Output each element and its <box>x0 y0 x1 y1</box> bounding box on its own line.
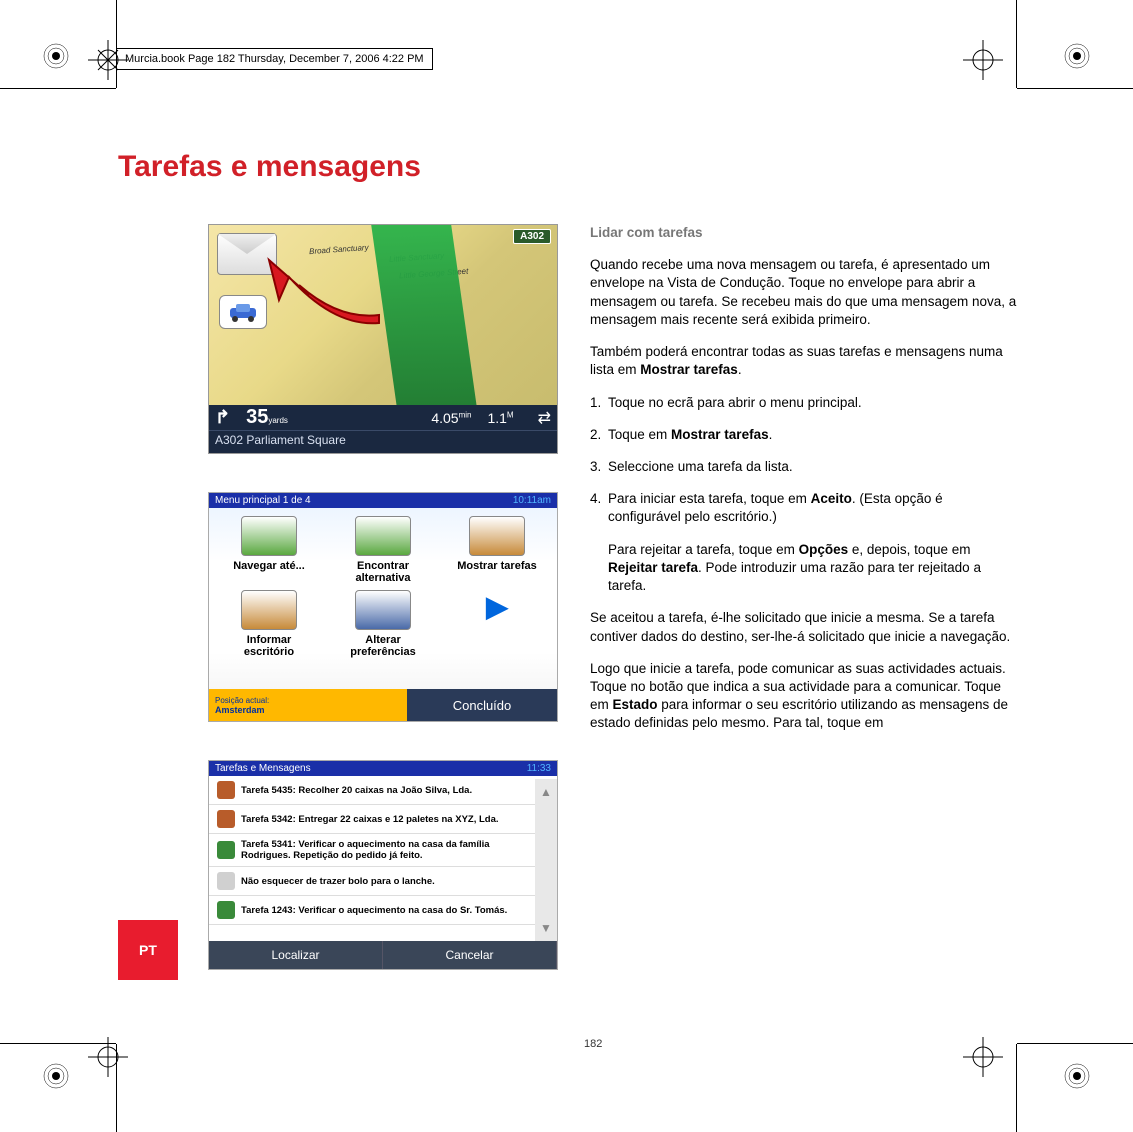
scrollbar[interactable]: ▲ ▼ <box>535 779 557 941</box>
car-icon[interactable] <box>219 295 267 329</box>
play-icon[interactable]: ▶ <box>449 590 545 623</box>
scroll-down-icon[interactable]: ▼ <box>540 921 552 935</box>
menu-time: 10:11am <box>513 495 551 506</box>
menu-icon <box>241 590 297 630</box>
task-row[interactable]: Tarefa 5341: Verificar o aquecimento na … <box>209 834 557 867</box>
menu-icon <box>355 516 411 556</box>
menu-item[interactable]: Mostrar tarefas <box>449 516 545 584</box>
menu-item[interactable]: Encontrar alternativa <box>335 516 431 584</box>
position-bar: Posição actual: Amsterdam <box>209 689 407 721</box>
crop-mark <box>1016 1044 1017 1132</box>
task-text: Não esquecer de trazer bolo para o lanch… <box>241 876 455 887</box>
body-text: Lidar com tarefas Quando recebe uma nova… <box>590 224 1018 970</box>
task-row[interactable]: Tarefa 5342: Entregar 22 caixas e 12 pal… <box>209 805 557 834</box>
task-icon <box>217 872 235 890</box>
road-sign: A302 <box>513 229 551 244</box>
driving-view-screenshot: A302 Broad Sanctuary Little Sanctuary Li… <box>208 224 558 454</box>
task-text: Tarefa 1243: Verificar o aquecimento na … <box>241 905 527 916</box>
crop-mark <box>1017 88 1133 89</box>
tasks-time: 11:33 <box>527 763 551 774</box>
page-title: Tarefas e mensagens <box>118 150 1018 184</box>
reg-mark-icon <box>42 42 70 70</box>
task-text: Tarefa 5341: Verificar o aquecimento na … <box>241 839 549 861</box>
crop-mark <box>1017 1043 1133 1044</box>
task-text: Tarefa 5435: Recolher 20 caixas na João … <box>241 785 492 796</box>
menu-item[interactable]: Alterar preferências <box>335 590 431 658</box>
turn-arrow-icon: ↱ <box>215 407 230 428</box>
task-icon <box>217 901 235 919</box>
crop-mark <box>1016 0 1017 88</box>
menu-label: Encontrar alternativa <box>335 560 431 584</box>
section-subhead: Lidar com tarefas <box>590 224 1018 242</box>
done-button[interactable]: Concluído <box>407 689 557 721</box>
menu-item[interactable]: Navegar até... <box>221 516 317 584</box>
task-text: Tarefa 5342: Entregar 22 caixas e 12 pal… <box>241 814 519 825</box>
menu-label: Mostrar tarefas <box>449 560 545 572</box>
task-icon <box>217 841 235 859</box>
reg-mark-icon <box>42 1062 70 1090</box>
reg-mark-icon <box>1063 1062 1091 1090</box>
language-tab: PT <box>118 920 178 980</box>
main-menu-screenshot: Menu principal 1 de 4 10:11am Navegar at… <box>208 492 558 722</box>
distance-value: 35 <box>246 406 268 428</box>
reg-mark-icon <box>1063 42 1091 70</box>
menu-label: Alterar preferências <box>335 634 431 658</box>
signal-icon: ⇄ <box>538 408 551 428</box>
task-row[interactable]: Não esquecer de trazer bolo para o lanch… <box>209 867 557 896</box>
page-number: 182 <box>584 1038 602 1050</box>
menu-icon <box>469 516 525 556</box>
menu-item[interactable]: ▶ <box>449 590 545 658</box>
menu-item[interactable]: Informar escritório <box>221 590 317 658</box>
status-bar: ↱ 35yards 4.05min 1.1M ⇄ A302 Parliament… <box>209 405 557 453</box>
tasks-title: Tarefas e Mensagens <box>215 763 311 774</box>
red-arrow-icon <box>249 245 389 335</box>
fold-mark-icon <box>963 40 1003 80</box>
localizar-button[interactable]: Localizar <box>209 941 383 969</box>
task-row[interactable]: Tarefa 1243: Verificar o aquecimento na … <box>209 896 557 925</box>
cancelar-button[interactable]: Cancelar <box>383 941 557 969</box>
menu-label: Informar escritório <box>221 634 317 658</box>
scroll-up-icon[interactable]: ▲ <box>540 785 552 799</box>
menu-icon <box>241 516 297 556</box>
fold-mark-icon <box>88 1037 128 1077</box>
location-label: A302 Parliament Square <box>209 431 557 449</box>
page-header-box: Murcia.book Page 182 Thursday, December … <box>116 48 433 70</box>
task-icon <box>217 781 235 799</box>
fold-mark-icon <box>963 1037 1003 1077</box>
task-row[interactable]: Tarefa 5435: Recolher 20 caixas na João … <box>209 776 557 805</box>
crop-mark <box>0 88 116 89</box>
tasks-screenshot: Tarefas e Mensagens 11:33 Tarefa 5435: R… <box>208 760 558 970</box>
menu-title: Menu principal 1 de 4 <box>215 495 311 506</box>
task-icon <box>217 810 235 828</box>
menu-icon <box>355 590 411 630</box>
menu-label: Navegar até... <box>221 560 317 572</box>
